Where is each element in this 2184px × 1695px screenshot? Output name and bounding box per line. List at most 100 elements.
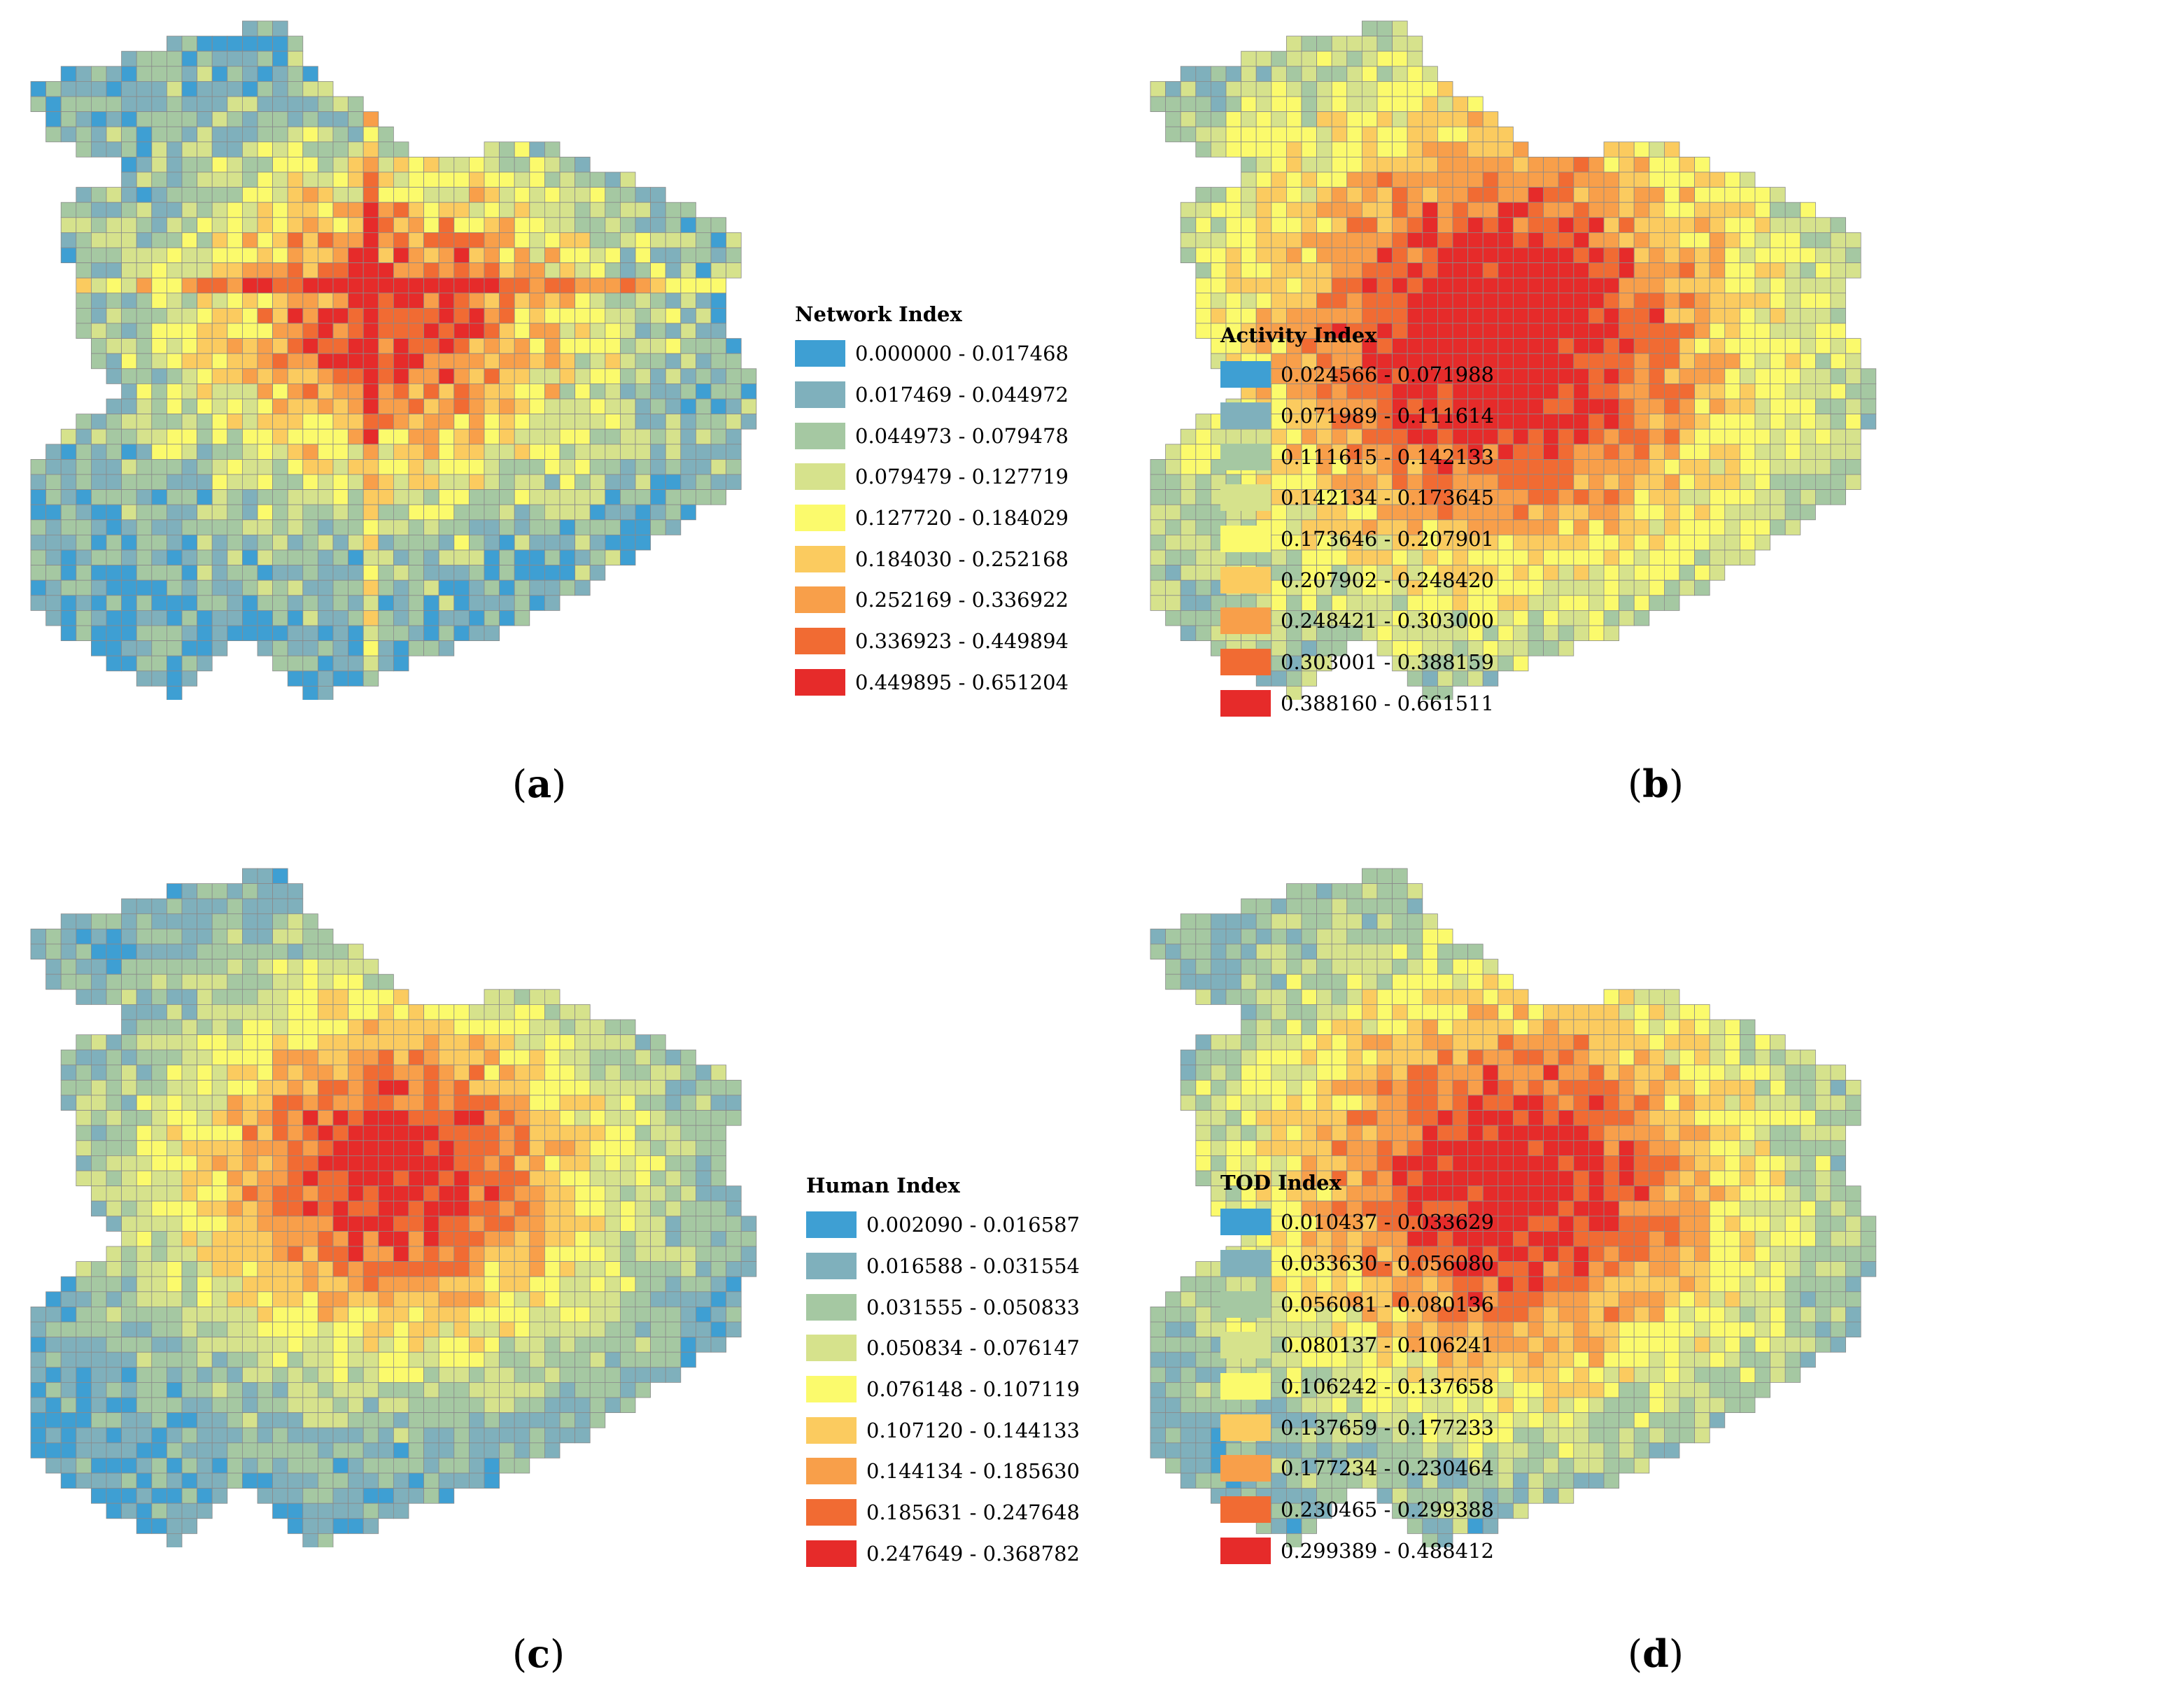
grid-cell [348, 277, 364, 294]
grid-cell [1573, 428, 1589, 445]
grid-cell [121, 1064, 137, 1081]
grid-cell [106, 595, 122, 611]
grid-cell [1241, 1019, 1257, 1036]
grid-cell [393, 1140, 409, 1156]
grid-cell [469, 1458, 485, 1474]
grid-cell [453, 474, 470, 491]
grid-cell [151, 1216, 167, 1232]
grid-cell [393, 262, 409, 279]
grid-cell [620, 414, 636, 430]
grid-cell [197, 489, 213, 505]
grid-cell [90, 277, 107, 294]
grid-cell [544, 519, 561, 535]
grid-cell [106, 187, 122, 203]
grid-cell [106, 1382, 122, 1398]
grid-cell [484, 989, 500, 1005]
grid-cell [393, 474, 409, 491]
grid-cell [469, 1064, 485, 1081]
grid-cell [287, 1200, 304, 1217]
grid-cell [197, 262, 213, 279]
grid-cell [272, 868, 288, 885]
grid-cell [90, 519, 107, 535]
grid-cell [1316, 81, 1332, 97]
grid-cell [90, 293, 107, 309]
grid-cell [740, 414, 757, 430]
grid-cell [1558, 323, 1574, 339]
grid-cell [1361, 913, 1378, 929]
grid-cell [635, 323, 651, 339]
grid-cell [499, 187, 515, 203]
grid-cell [136, 414, 153, 430]
grid-cell [151, 1261, 167, 1277]
grid-cell [362, 1140, 379, 1156]
grid-cell [453, 1412, 470, 1428]
grid-cell [1437, 262, 1453, 279]
grid-cell [227, 883, 243, 899]
grid-cell [106, 202, 122, 218]
grid-cell [696, 414, 712, 430]
grid-cell [1724, 384, 1740, 400]
grid-cell [257, 595, 274, 611]
grid-cell [227, 323, 243, 339]
grid-cell [1285, 686, 1302, 700]
grid-cell [166, 883, 183, 899]
grid-cell [499, 1442, 515, 1458]
grid-cell [348, 1170, 364, 1187]
grid-cell [197, 1427, 213, 1444]
grid-cell [227, 187, 243, 203]
grid-cell [1619, 1034, 1635, 1050]
grid-cell [151, 1125, 167, 1141]
grid-cell [332, 1004, 349, 1020]
grid-cell [348, 1276, 364, 1293]
grid-cell [650, 398, 666, 415]
grid-cell [60, 66, 77, 82]
grid-cell [393, 141, 409, 157]
grid-cell [575, 519, 591, 535]
grid-cell [317, 323, 334, 339]
grid-cell [1346, 232, 1362, 248]
grid-cell [696, 1276, 712, 1293]
grid-cell [575, 1140, 591, 1156]
grid-cell [136, 535, 153, 551]
grid-cell [166, 1472, 183, 1489]
grid-cell [1543, 293, 1559, 309]
grid-cell [166, 81, 183, 97]
legend-swatch [795, 505, 845, 532]
grid-cell [1180, 943, 1197, 960]
grid-cell [227, 1307, 243, 1323]
grid-cell [635, 1351, 651, 1368]
grid-cell [332, 1488, 349, 1504]
grid-cell [362, 959, 379, 975]
grid-cell [211, 1231, 228, 1247]
grid-cell [499, 1412, 515, 1428]
grid-cell [241, 943, 258, 960]
grid-cell [469, 368, 485, 384]
grid-cell [332, 670, 349, 687]
grid-cell [575, 565, 591, 581]
grid-cell [605, 398, 621, 415]
grid-cell [393, 549, 409, 566]
grid-cell [378, 504, 394, 521]
grid-cell [121, 519, 137, 535]
grid-cell [559, 323, 576, 339]
grid-cell [348, 338, 364, 354]
grid-cell [620, 1019, 636, 1036]
grid-cell [514, 519, 530, 535]
grid-cell [1633, 217, 1650, 233]
grid-cell [423, 1412, 439, 1428]
grid-cell [1770, 247, 1786, 264]
grid-cell [1255, 277, 1272, 294]
grid-cell [1316, 171, 1332, 188]
grid-cell [1528, 428, 1544, 445]
grid-cell [696, 1140, 712, 1156]
grid-cell [287, 96, 304, 113]
grid-cell [635, 338, 651, 354]
grid-cell [650, 307, 666, 324]
grid-cell [1407, 959, 1423, 975]
grid-cell [60, 1412, 77, 1428]
grid-cell [423, 504, 439, 521]
grid-cell [136, 519, 153, 535]
grid-cell [408, 549, 425, 566]
grid-cell [378, 1095, 394, 1111]
grid-cell [710, 1064, 727, 1081]
